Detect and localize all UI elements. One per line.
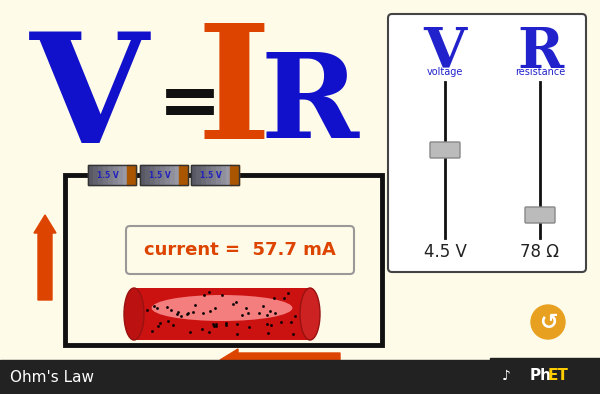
Bar (196, 165, 201, 185)
Bar (191, 165, 239, 185)
FancyBboxPatch shape (430, 142, 460, 158)
Ellipse shape (124, 288, 144, 340)
Bar (88, 165, 93, 185)
Text: ET: ET (548, 368, 569, 383)
Bar (160, 165, 165, 185)
Bar (88, 165, 136, 185)
Bar (490, 358, 600, 394)
Bar (98, 165, 103, 185)
Bar (191, 165, 196, 185)
Bar (221, 165, 226, 185)
Bar (150, 165, 155, 185)
Bar (127, 165, 136, 185)
Text: 1.5 V: 1.5 V (149, 171, 170, 180)
Bar (103, 165, 108, 185)
Text: =: = (158, 68, 222, 142)
Bar (175, 165, 180, 185)
FancyBboxPatch shape (525, 207, 555, 223)
Text: Ph: Ph (530, 368, 552, 383)
FancyBboxPatch shape (126, 226, 354, 274)
Text: R: R (260, 48, 358, 162)
Text: V: V (424, 24, 467, 80)
Circle shape (531, 305, 565, 339)
Text: R: R (517, 24, 563, 80)
Bar (179, 165, 188, 185)
Bar (145, 165, 150, 185)
Text: voltage: voltage (427, 67, 463, 77)
Bar (206, 165, 211, 185)
Ellipse shape (300, 288, 320, 340)
Bar (226, 165, 231, 185)
Text: 78 Ω: 78 Ω (521, 243, 560, 261)
Bar (165, 165, 170, 185)
Bar (65, 175, 382, 345)
Text: resistance: resistance (515, 67, 565, 77)
Bar (230, 165, 239, 185)
Bar (140, 165, 188, 185)
Text: Ohm's Law: Ohm's Law (10, 370, 94, 385)
FancyArrow shape (220, 349, 340, 371)
Text: current =  57.7 mA: current = 57.7 mA (144, 241, 336, 259)
Text: V: V (30, 26, 149, 175)
Text: 1.5 V: 1.5 V (200, 171, 221, 180)
Bar (118, 165, 123, 185)
Text: ♪: ♪ (502, 369, 511, 383)
Bar (211, 165, 216, 185)
Ellipse shape (152, 295, 292, 321)
Bar (123, 165, 128, 185)
Bar (113, 165, 118, 185)
Bar (0, 360, 600, 394)
Bar (216, 165, 221, 185)
Bar (155, 165, 160, 185)
FancyBboxPatch shape (388, 14, 586, 272)
Text: ↺: ↺ (539, 313, 557, 333)
Bar (108, 165, 113, 185)
Bar (134, 288, 310, 340)
Text: 4.5 V: 4.5 V (424, 243, 466, 261)
Bar (170, 165, 175, 185)
Text: I: I (196, 18, 271, 172)
Text: 1.5 V: 1.5 V (97, 171, 118, 180)
FancyArrow shape (34, 215, 56, 300)
Bar (93, 165, 98, 185)
Bar (201, 165, 206, 185)
Bar (140, 165, 145, 185)
